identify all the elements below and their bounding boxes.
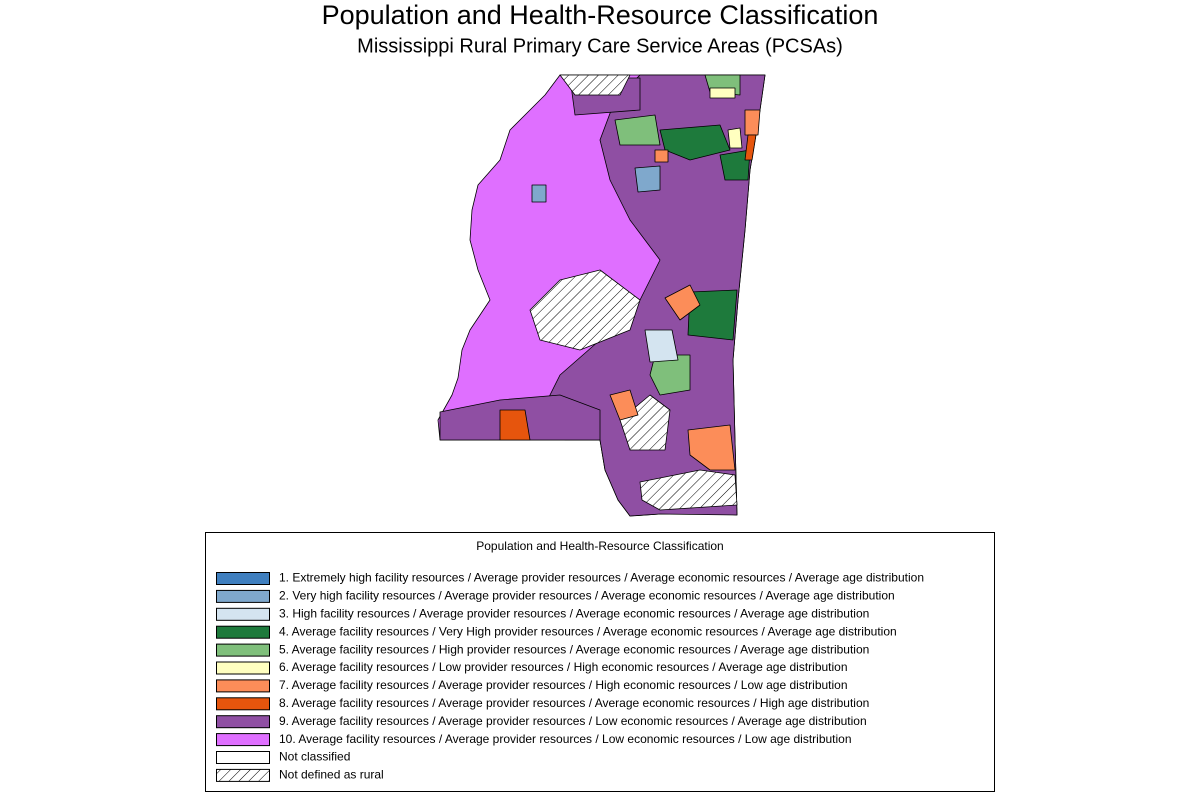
legend-label: 2. Very high facility resources / Averag… <box>279 589 895 603</box>
legend-label: 8. Average facility resources / Average … <box>279 696 869 710</box>
legend-swatch <box>216 751 270 764</box>
legend-label: 10. Average facility resources / Average… <box>279 732 852 746</box>
region <box>531 184 547 203</box>
region <box>719 149 751 181</box>
region <box>619 394 671 451</box>
region <box>639 469 738 511</box>
region <box>727 127 743 149</box>
legend-swatch <box>216 589 270 603</box>
legend-swatch <box>216 733 270 747</box>
region <box>654 149 669 163</box>
region <box>634 165 661 193</box>
legend-label: 3. High facility resources / Average pro… <box>279 606 869 620</box>
region <box>649 354 691 396</box>
legend-title: Population and Health-Resource Classific… <box>476 539 723 553</box>
legend-swatch <box>216 625 270 639</box>
legend-label: 6. Average facility resources / Low prov… <box>279 660 848 674</box>
region <box>664 284 701 321</box>
region <box>614 114 661 146</box>
region <box>559 74 631 96</box>
legend-label: 7. Average facility resources / Average … <box>279 678 848 692</box>
region <box>539 74 766 517</box>
map <box>437 74 766 517</box>
legend-swatch <box>216 572 270 585</box>
legend-swatch <box>216 715 270 729</box>
map-title: Population and Health-Resource Classific… <box>322 0 879 30</box>
legend-label: 5. Average facility resources / High pro… <box>279 642 869 656</box>
region <box>659 124 731 161</box>
region <box>529 269 641 351</box>
region <box>609 389 639 421</box>
legend-swatch <box>216 768 270 782</box>
legend-swatch <box>216 679 270 693</box>
region <box>687 424 736 471</box>
legend-swatch <box>216 661 270 675</box>
legend-label: Not defined as rural <box>279 768 384 782</box>
legend-swatch <box>216 697 270 711</box>
legend-box <box>205 532 995 792</box>
region <box>744 134 757 161</box>
legend-label: 1. Extremely high facility resources / A… <box>279 571 924 585</box>
region <box>744 109 761 136</box>
region <box>709 87 736 99</box>
legend-label: 4. Average facility resources / Very Hig… <box>279 624 897 638</box>
region <box>644 329 679 363</box>
map-subtitle: Mississippi Rural Primary Care Service A… <box>357 35 843 57</box>
region <box>499 409 531 441</box>
legend-swatch <box>216 607 270 621</box>
legend-label: Not classified <box>279 750 350 764</box>
legend: 1. Extremely high facility resources / A… <box>216 571 924 782</box>
legend-label: 9. Average facility resources / Average … <box>279 714 867 728</box>
region <box>687 289 738 341</box>
legend-swatch <box>216 643 270 657</box>
